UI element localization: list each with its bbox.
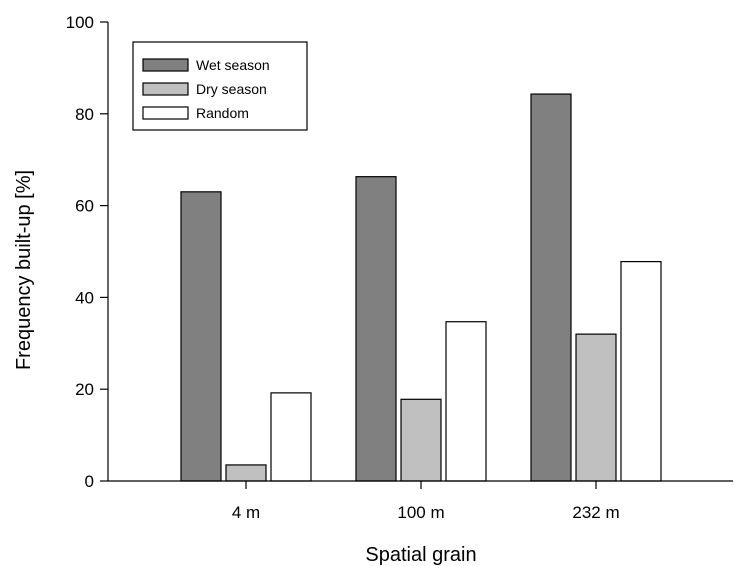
legend-label: Wet season [196,57,270,73]
legend-swatch [142,82,189,96]
y-axis-title: Frequency built-up [%] [13,170,35,370]
legend: Wet season Dry season Random [132,41,308,131]
legend-label: Random [196,105,249,121]
bar [400,398,442,482]
x-tick-label: 100 m [397,503,444,522]
legend-swatch [142,106,189,120]
x-tick-label: 4 m [232,503,260,522]
legend-swatch [142,58,189,72]
y-tick-label: 20 [75,380,94,399]
x-axis-title: Spatial grain [365,544,476,566]
axes-layer: 0 20 40 60 80 100 4 m 100 m 232 m [66,13,733,522]
y-tick-label: 40 [75,288,94,307]
bar [355,176,397,482]
y-tick-label: 100 [66,13,94,32]
bar [530,93,572,482]
legend-label: Dry season [196,81,267,97]
bar [180,191,222,482]
bars-layer [180,93,662,482]
y-tick-label: 0 [85,472,94,491]
bar [225,464,267,482]
x-tick-label: 232 m [572,503,619,522]
bar [445,321,487,482]
y-tick-label: 80 [75,105,94,124]
bar [620,260,662,482]
bar [575,333,617,482]
bar [270,392,312,482]
y-tick-label: 60 [75,197,94,216]
